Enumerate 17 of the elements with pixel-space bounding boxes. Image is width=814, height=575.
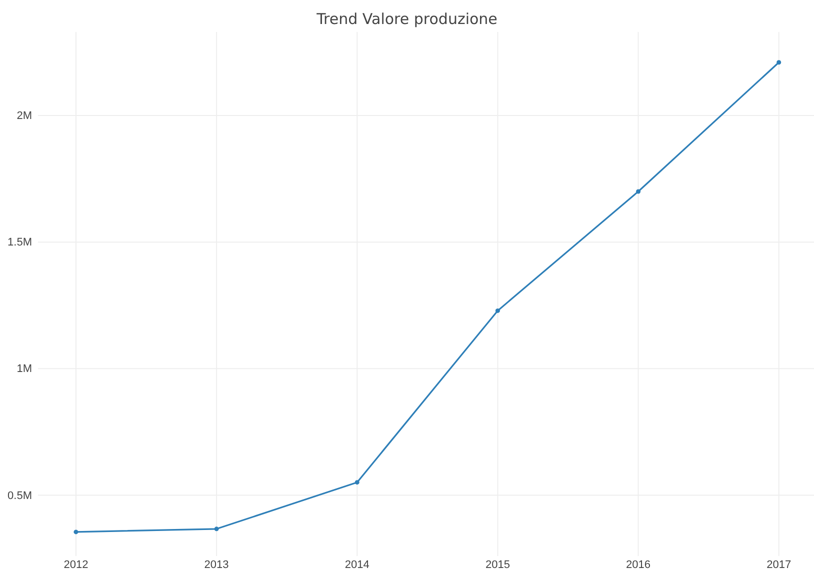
x-tick-label: 2013 [204,558,229,571]
y-tick-label: 0.5M [8,490,32,502]
y-tick-label: 1M [16,363,32,376]
point [214,526,219,532]
point [636,189,641,194]
x-tick-label: 2014 [344,558,370,571]
point [495,308,500,313]
point [354,480,360,485]
x-tick-label: 2017 [766,558,792,571]
y-tick-label: 1.5M [8,236,32,249]
chart-title: Trend Valore produzione [316,10,498,28]
y-tick-label: 2M [16,110,32,122]
point [776,60,782,65]
x-tick-label: 2016 [626,558,651,571]
point [74,530,78,534]
x-tick-label: 2015 [485,558,510,571]
x-tick-label: 2012 [64,558,88,571]
